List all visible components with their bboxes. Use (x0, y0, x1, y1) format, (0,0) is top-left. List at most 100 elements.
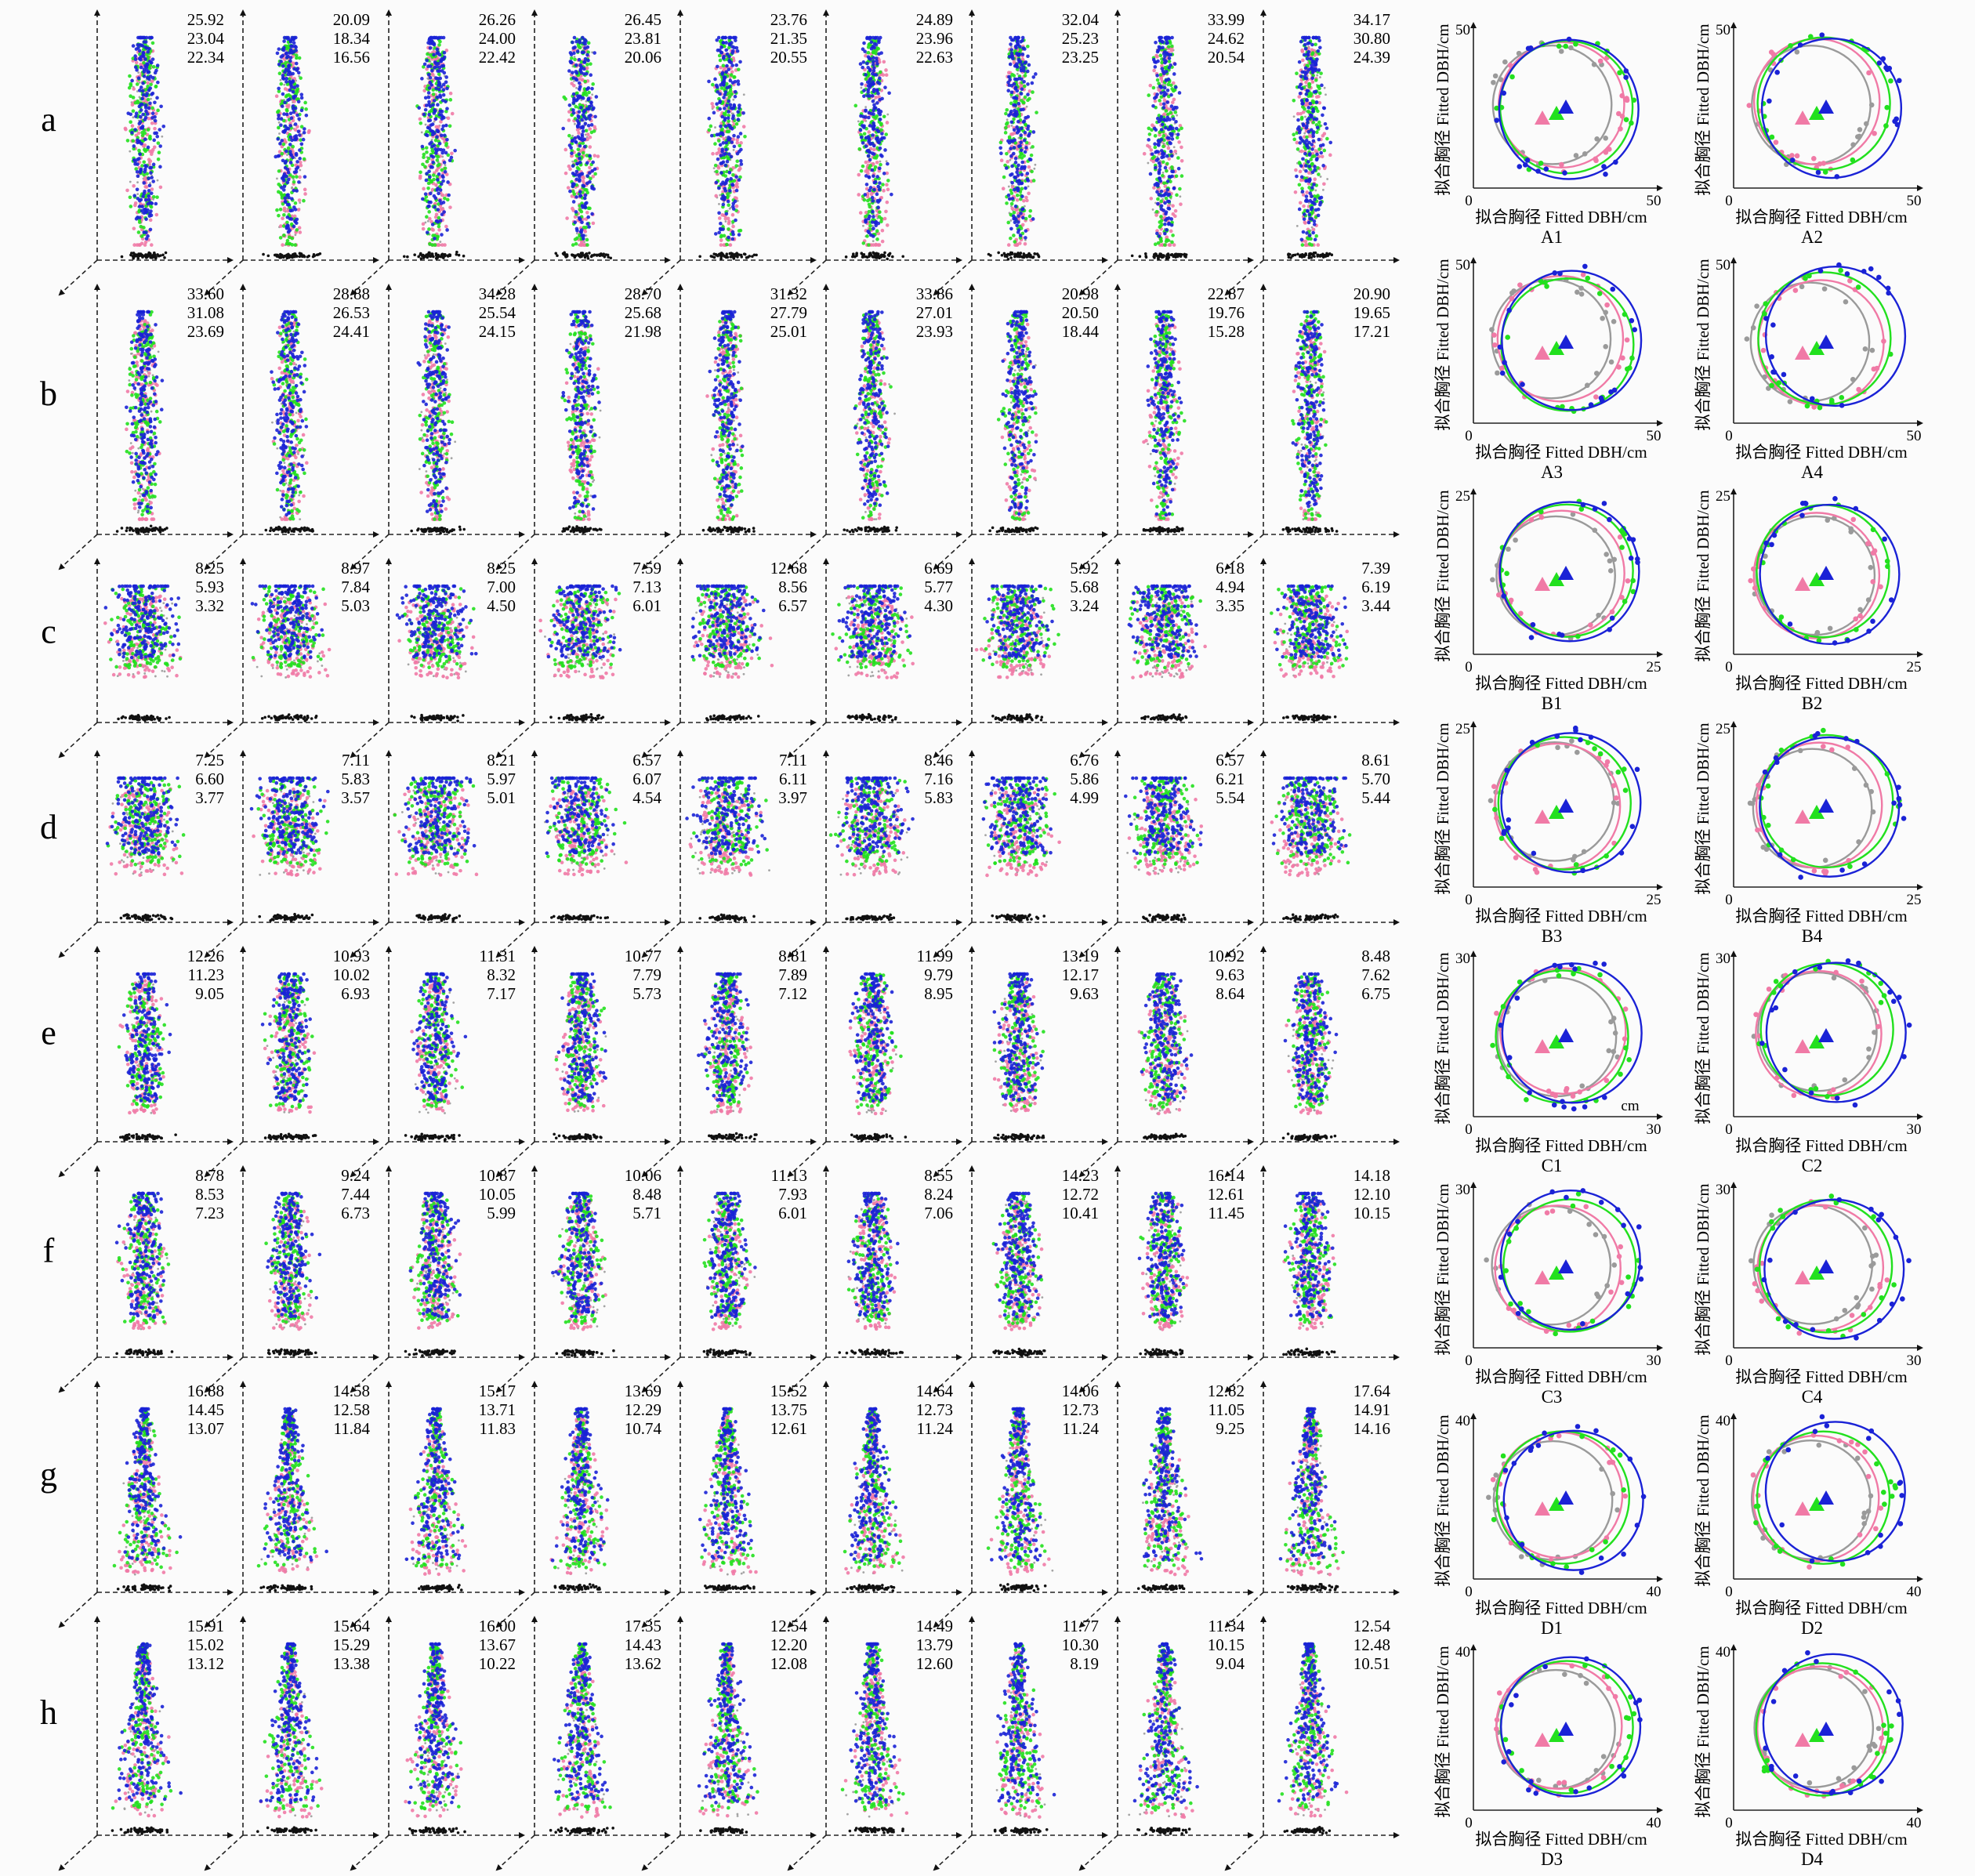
blue-point (140, 168, 143, 172)
green-point (295, 53, 299, 57)
green-point (592, 129, 596, 133)
green-point (157, 158, 161, 161)
blue-point (143, 168, 147, 172)
blue-point (445, 87, 449, 91)
blue-point (588, 117, 592, 121)
green-point (425, 215, 429, 219)
pink-point (132, 226, 136, 230)
pink-point (585, 211, 589, 215)
blue-point (292, 225, 296, 229)
blue-point (438, 77, 442, 81)
green-point (129, 94, 132, 98)
green-point (574, 237, 578, 241)
blue-point (153, 100, 157, 104)
ground-point (147, 253, 150, 256)
blue-point (561, 127, 565, 131)
blue-point (435, 135, 439, 139)
blue-point (141, 89, 145, 93)
green-point (137, 230, 141, 234)
ground-point (556, 254, 559, 257)
ground-point (301, 255, 304, 258)
green-point (422, 153, 426, 157)
pink-point (440, 207, 444, 211)
green-point (154, 85, 158, 89)
green-point (567, 134, 571, 138)
green-point (299, 76, 303, 80)
blue-point (150, 176, 154, 179)
ground-point (740, 254, 743, 257)
pink-point (437, 243, 440, 247)
blue-point (135, 68, 139, 72)
green-point (147, 98, 150, 102)
pink-point (297, 208, 301, 212)
blue-point (140, 108, 143, 112)
blue-point (571, 184, 574, 188)
pink-point (451, 112, 455, 116)
pink-point (585, 67, 589, 71)
gray-point (157, 179, 159, 182)
blue-point (576, 49, 580, 53)
blue-point (575, 170, 579, 174)
blue-point (438, 199, 442, 203)
ground-point (588, 252, 591, 255)
blue-point (148, 101, 152, 105)
blue-point (578, 58, 582, 62)
blue-point (440, 233, 444, 237)
ground-point (413, 253, 416, 256)
blue-point (434, 118, 438, 121)
pink-point (596, 154, 600, 158)
pink-point (159, 186, 163, 190)
pink-point (298, 230, 302, 234)
green-point (588, 207, 592, 211)
blue-point (434, 62, 438, 66)
ground-point (431, 252, 434, 255)
pink-point (447, 117, 451, 121)
green-point (157, 141, 161, 145)
green-point (564, 97, 567, 101)
pink-point (419, 176, 422, 180)
ground-points (403, 251, 465, 260)
green-point (291, 237, 295, 241)
blue-point (437, 129, 440, 133)
green-point (580, 210, 584, 214)
blue-point (151, 92, 155, 96)
blue-point (138, 153, 142, 157)
ground-point (733, 257, 736, 260)
pink-point (589, 136, 592, 139)
blue-point (152, 139, 156, 143)
gray-point (571, 161, 574, 163)
blue-point (440, 128, 444, 132)
green-point (428, 242, 432, 246)
blue-point (148, 183, 152, 187)
blue-point (155, 96, 159, 100)
blue-point (141, 81, 145, 85)
blue-point (434, 86, 438, 90)
ground-point (455, 253, 458, 256)
pink-point (736, 141, 740, 145)
blue-point (146, 50, 150, 54)
blue-point (584, 57, 588, 61)
blue-point (281, 48, 285, 52)
blue-point (417, 106, 421, 110)
blue-point (132, 44, 136, 48)
blue-point (151, 179, 155, 183)
blue-point (433, 196, 437, 200)
tree-panel: 26.4523.8120.06 (497, 10, 669, 295)
pink-point (125, 189, 129, 193)
blue-point (436, 103, 440, 107)
green-point (128, 74, 132, 78)
blue-point (150, 166, 154, 170)
blue-point (146, 234, 150, 238)
ground-point (578, 255, 581, 258)
ground-points (554, 252, 612, 260)
blue-point (585, 161, 589, 165)
pink-point (134, 201, 138, 205)
blue-point (581, 132, 585, 136)
blue-point (425, 133, 429, 137)
green-point (129, 195, 132, 199)
gray-point (732, 99, 734, 101)
pink-point (580, 243, 584, 247)
green-point (152, 195, 156, 199)
blue-point (428, 118, 432, 122)
blue-point (294, 122, 298, 126)
